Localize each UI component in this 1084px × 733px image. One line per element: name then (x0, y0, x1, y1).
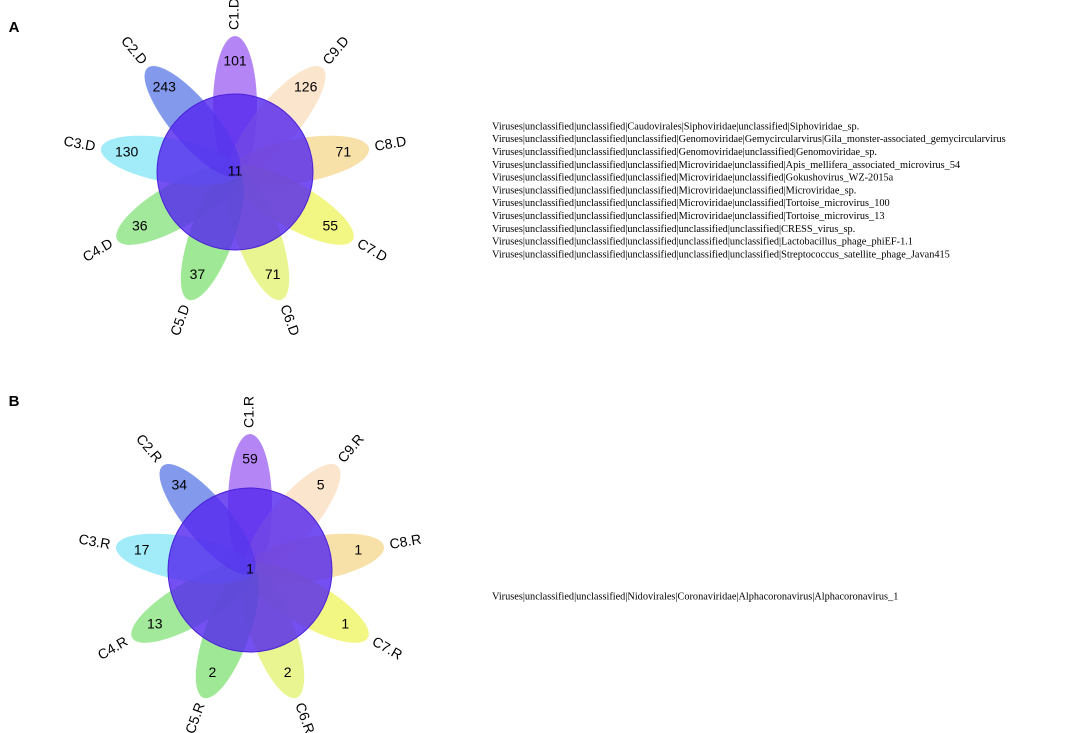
petal-count: 2 (208, 664, 216, 680)
petal-count: 37 (190, 266, 206, 282)
petal-count: 130 (115, 144, 139, 160)
petal-count: 34 (172, 476, 188, 492)
petal-count: 1 (354, 542, 362, 558)
taxon: Viruses|unclassified|unclassified|unclas… (492, 224, 855, 235)
panel-label: A (9, 19, 20, 36)
taxon: Viruses|unclassified|unclassified|unclas… (492, 134, 1006, 145)
petal-label: C8.D (373, 133, 407, 154)
petal-count: 17 (134, 542, 150, 558)
petal-label: C5.R (182, 700, 208, 733)
petal-count: 55 (322, 218, 338, 234)
petal-label: C5.D (167, 302, 193, 337)
petal-count: 1 (341, 616, 349, 632)
petal-count: 2 (284, 664, 292, 680)
petal-count: 71 (265, 266, 281, 282)
petal-label: C1.R (241, 396, 257, 428)
petal-label: C7.R (370, 633, 406, 663)
petal-count: 126 (294, 78, 318, 94)
taxon: Viruses|unclassified|unclassified|unclas… (492, 198, 890, 209)
petal-label: C6.D (277, 302, 303, 337)
taxon: Viruses|unclassified|unclassified|unclas… (492, 160, 960, 171)
taxon: Viruses|unclassified|unclassified|unclas… (492, 173, 894, 184)
taxon: Viruses|unclassified|unclassified|unclas… (492, 237, 913, 248)
petal-label: C3.R (78, 531, 112, 552)
taxon: Viruses|unclassified|unclassified|unclas… (492, 211, 885, 222)
petal-label: C3.D (63, 133, 97, 154)
petal-count: 243 (153, 78, 177, 94)
taxon: Viruses|unclassified|unclassified|Caudov… (492, 121, 859, 132)
petal-count: 101 (223, 53, 247, 69)
petal-label: C7.D (355, 235, 391, 265)
petal-label: C4.R (95, 633, 131, 663)
core-circle (156, 93, 314, 251)
petal-label: C4.D (80, 235, 116, 265)
core-count: 11 (228, 163, 243, 179)
taxon: Viruses|unclassified|unclassified|unclas… (492, 185, 856, 196)
petal-count: 36 (132, 218, 148, 234)
petal-label: C8.R (388, 531, 422, 552)
petal-count: 59 (242, 451, 258, 467)
core-count: 1 (246, 561, 254, 577)
panel-label: B (9, 393, 20, 410)
taxon: Viruses|unclassified|unclassified|unclas… (492, 249, 950, 260)
petal-label: C2.R (133, 431, 166, 466)
petal-count: 71 (336, 144, 352, 160)
petal-count: 13 (147, 616, 163, 632)
petal-label: C2.D (118, 33, 151, 68)
petal-label: C1.D (226, 0, 242, 30)
taxon: Viruses|unclassified|unclassified|Nidovi… (492, 591, 898, 602)
petal-label: C9.R (334, 431, 367, 466)
core-circle (167, 487, 333, 653)
petal-label: C6.R (292, 700, 318, 733)
petal-count: 5 (317, 476, 325, 492)
taxon: Viruses|unclassified|unclassified|unclas… (492, 147, 877, 158)
petal-label: C9.D (319, 33, 352, 68)
